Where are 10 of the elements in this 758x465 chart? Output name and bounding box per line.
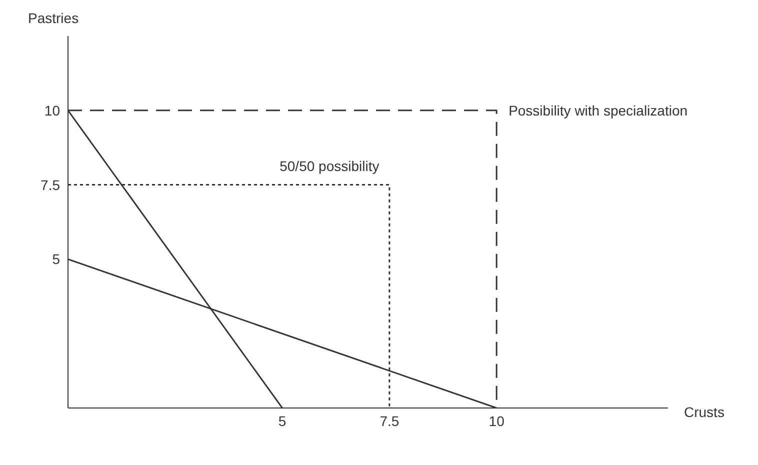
annotation: Possibility with specialization <box>508 102 688 118</box>
y-axis-title: Pastries <box>28 10 79 26</box>
annotation: 50/50 possibility <box>280 158 380 174</box>
x-axis-title: Crusts <box>684 404 724 420</box>
x-tick-label: 5 <box>278 412 286 429</box>
x-tick-label: 7.5 <box>380 412 400 429</box>
y-tick-label: 5 <box>52 251 60 268</box>
y-tick-label: 10 <box>44 102 60 118</box>
x-tick-label: 10 <box>488 412 505 429</box>
y-tick-label: 7.5 <box>40 176 60 193</box>
